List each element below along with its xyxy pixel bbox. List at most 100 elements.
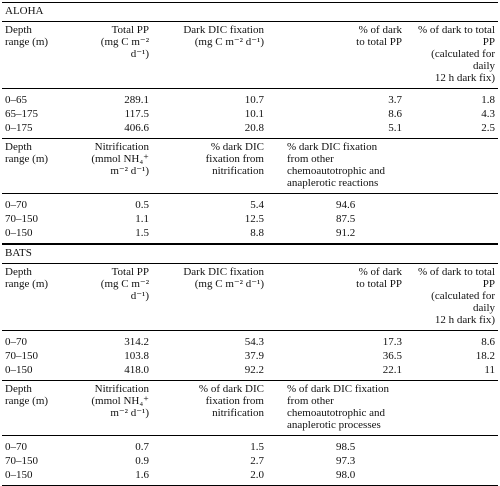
table-row: 70–150 103.8 37.9 36.5 18.2 <box>2 349 498 363</box>
table-cell: 0–175 <box>5 122 33 134</box>
data-table: Depth range (m) Nitrification (mmol NH₄⁺ … <box>2 139 498 244</box>
table-cell: 2.7 <box>250 455 264 467</box>
header-cell: Nitrification (mmol NH₄⁺ m⁻² d⁻¹) <box>91 383 149 419</box>
table-cell: 5.1 <box>388 122 402 134</box>
table-row: 0–150 1.5 8.8 91.2 <box>2 226 498 244</box>
header-cell: % of dark to total PP <box>356 266 402 290</box>
table-header: Depth range (m) Total PP (mg C m⁻² d⁻¹) Da… <box>2 264 498 331</box>
table-row: 0–150 1.6 2.0 98.0 <box>2 468 498 486</box>
table-cell: 65–175 <box>5 108 38 120</box>
table-row: 70–150 1.1 12.5 87.5 <box>2 212 498 226</box>
table-cell: 36.5 <box>382 350 402 362</box>
table-body: 0–70 0.7 1.5 98.5 70–150 0.9 2.7 97.3 0–150 1.6 2.… <box>2 436 498 486</box>
table-row: 70–150 0.9 2.7 97.3 <box>2 454 498 468</box>
table-cell: 17.3 <box>382 336 402 348</box>
table-cell: 87.5 <box>336 213 356 225</box>
table-body: 0–65 289.1 10.7 3.7 1.8 65–175 117.5 10.1 8.6 4.3… <box>2 89 498 139</box>
header-cell: Depth range (m) <box>5 266 49 290</box>
table-cell: 70–150 <box>5 213 38 225</box>
table-cell: 5.4 <box>250 199 264 211</box>
table-cell: 3.7 <box>388 94 402 106</box>
table-header: Depth range (m) Nitrification (mmol NH₄⁺ … <box>2 139 498 194</box>
header-cell: Depth range (m) <box>5 141 49 165</box>
table-cell: 4.3 <box>481 108 495 120</box>
header-cell: Total PP (mg C m⁻² d⁻¹) <box>100 24 149 60</box>
table-cell: 1.5 <box>250 441 264 453</box>
table-cell: 8.6 <box>388 108 402 120</box>
data-table: Depth range (m) Nitrification (mmol NH₄⁺ … <box>2 381 498 486</box>
header-cell: Dark DIC fixation (mg C m⁻² d⁻¹) <box>183 24 264 48</box>
table-cell: 0–70 <box>5 441 27 453</box>
table-cell: 94.6 <box>336 199 356 211</box>
table-cell: 97.3 <box>336 455 356 467</box>
table-cell: 98.5 <box>336 441 356 453</box>
header-cell: % of dark to total PP <box>356 24 402 48</box>
data-table: Depth range (m) Total PP (mg C m⁻² d⁻¹) Da… <box>2 264 498 381</box>
table-header: Depth range (m) Nitrification (mmol NH₄⁺ … <box>2 381 498 436</box>
table-cell: 10.1 <box>244 108 264 120</box>
table-header: Depth range (m) Total PP (mg C m⁻² d⁻¹) Da… <box>2 22 498 89</box>
table-cell: 8.8 <box>250 227 264 239</box>
table-cell: 0.5 <box>135 199 149 211</box>
table-cell: 20.8 <box>244 122 264 134</box>
table-cell: 92.2 <box>244 364 264 376</box>
table-row: 0–70 0.7 1.5 98.5 <box>2 436 498 455</box>
table-cell: 1.5 <box>135 227 149 239</box>
table-cell: 12.5 <box>244 213 264 225</box>
table-cell: 406.6 <box>124 122 149 134</box>
table-cell: 0.9 <box>135 455 149 467</box>
table-cell: 0–65 <box>5 94 27 106</box>
table-cell: 70–150 <box>5 350 38 362</box>
table-cell: 8.6 <box>481 336 495 348</box>
table-cell: 289.1 <box>124 94 149 106</box>
header-cell: % of dark DIC fixation from other chemoa… <box>287 383 390 431</box>
table-row: 0–70 314.2 54.3 17.3 8.6 <box>2 331 498 350</box>
table-cell: 418.0 <box>124 364 149 376</box>
table-row: 0–175 406.6 20.8 5.1 2.5 <box>2 121 498 139</box>
header-cell: % of dark to total PP (calculated for da… <box>418 266 495 326</box>
header-cell: % of dark to total PP (calculated for da… <box>418 24 495 84</box>
table-cell: 103.8 <box>124 350 149 362</box>
table-cell: 1.1 <box>135 213 149 225</box>
header-cell: Dark DIC fixation (mg C m⁻² d⁻¹) <box>183 266 264 290</box>
table-cell: 117.5 <box>124 108 149 120</box>
header-cell: Depth range (m) <box>5 383 49 407</box>
table-cell: 98.0 <box>336 469 356 481</box>
table-cell: 11 <box>484 364 495 376</box>
header-cell: Total PP (mg C m⁻² d⁻¹) <box>100 266 149 302</box>
table-cell: 2.0 <box>250 469 264 481</box>
header-cell: % of dark DIC fixation from nitrificatio… <box>198 383 264 419</box>
header-cell: Depth range (m) <box>5 24 49 48</box>
table-cell: 2.5 <box>481 122 495 134</box>
data-table: Depth range (m) Total PP (mg C m⁻² d⁻¹) Da… <box>2 22 498 139</box>
table-row: 0–150 418.0 92.2 22.1 11 <box>2 363 498 381</box>
table-cell: 0–70 <box>5 199 27 211</box>
section-title: ALOHA <box>2 2 498 22</box>
table-cell: 37.9 <box>244 350 264 362</box>
table-cell: 18.2 <box>475 350 495 362</box>
table-cell: 1.6 <box>135 469 149 481</box>
table-cell: 22.1 <box>382 364 402 376</box>
header-row: Depth range (m) Nitrification (mmol NH₄⁺ … <box>2 139 498 194</box>
header-cell: % dark DIC fixation from other chemoauto… <box>287 141 386 189</box>
table-cell: 70–150 <box>5 455 38 467</box>
table-cell: 10.7 <box>244 94 264 106</box>
section-title: BATS <box>2 244 498 264</box>
header-row: Depth range (m) Nitrification (mmol NH₄⁺ … <box>2 381 498 436</box>
table-body: 0–70 314.2 54.3 17.3 8.6 70–150 103.8 37.9 36.5 1… <box>2 331 498 381</box>
table-cell: 0–150 <box>5 469 33 481</box>
header-row: Depth range (m) Total PP (mg C m⁻² d⁻¹) Da… <box>2 22 498 89</box>
table-row: 0–65 289.1 10.7 3.7 1.8 <box>2 89 498 108</box>
table-body: 0–70 0.5 5.4 94.6 70–150 1.1 12.5 87.5 0–150 1.5 8… <box>2 194 498 244</box>
table-cell: 0.7 <box>135 441 149 453</box>
table-cell: 1.8 <box>481 94 495 106</box>
table-cell: 0–150 <box>5 227 33 239</box>
header-cell: Nitrification (mmol NH₄⁺ m⁻² d⁻¹) <box>91 141 149 177</box>
header-row: Depth range (m) Total PP (mg C m⁻² d⁻¹) Da… <box>2 264 498 331</box>
table-cell: 0–70 <box>5 336 27 348</box>
header-cell: % dark DIC fixation from nitrification <box>205 141 264 177</box>
table-cell: 54.3 <box>244 336 264 348</box>
table-cell: 0–150 <box>5 364 33 376</box>
